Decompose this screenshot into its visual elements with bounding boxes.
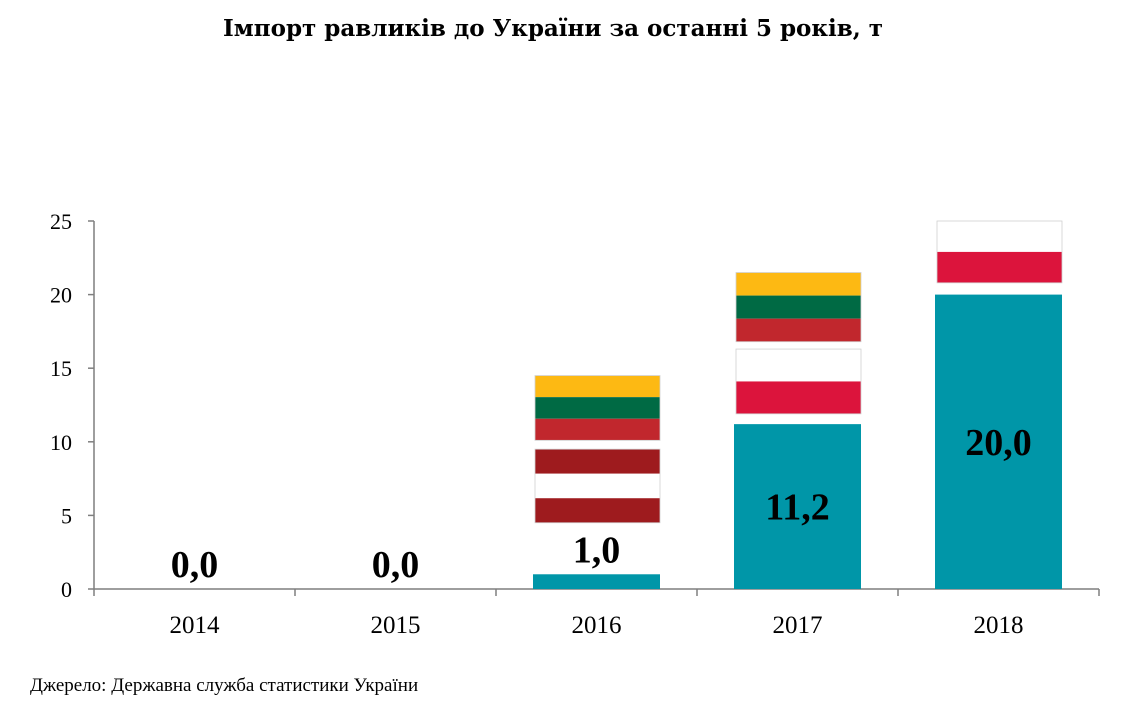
flag-stripe bbox=[535, 375, 660, 398]
flag-stripe bbox=[535, 397, 660, 419]
flag-stripe bbox=[736, 272, 861, 296]
x-tick-label: 2016 bbox=[572, 612, 622, 639]
y-tick-label: 0 bbox=[61, 577, 72, 602]
bar bbox=[935, 294, 1062, 589]
flag-lithuania bbox=[534, 375, 661, 441]
flag-stripe bbox=[736, 295, 861, 319]
x-tick-label: 2015 bbox=[371, 612, 421, 639]
flag-stripe bbox=[736, 349, 861, 382]
chart-axes: 0 5 10 15 20 25 2014 2015 2016 2017 2018 bbox=[50, 209, 1100, 639]
flag-stripe bbox=[535, 449, 660, 474]
flag-border bbox=[936, 220, 1063, 284]
data-label: 1,0 bbox=[573, 529, 621, 571]
flag-stripe bbox=[535, 418, 660, 441]
flag-stripe bbox=[736, 381, 861, 414]
flag-poland bbox=[936, 220, 1063, 284]
y-tick-label: 20 bbox=[50, 283, 72, 308]
flag-stripe bbox=[535, 498, 660, 523]
bars bbox=[533, 294, 1062, 589]
data-label: 20,0 bbox=[965, 422, 1032, 464]
flag-decorations bbox=[534, 220, 1063, 524]
flag-border bbox=[735, 272, 862, 343]
x-tick-label: 2014 bbox=[170, 612, 221, 639]
flag-stripe bbox=[937, 221, 1062, 252]
bar bbox=[533, 574, 660, 589]
flag-stripe bbox=[937, 251, 1062, 283]
flag-border bbox=[534, 375, 661, 441]
x-tick-label: 2017 bbox=[773, 612, 823, 639]
data-label: 0,0 bbox=[372, 544, 420, 586]
data-label: 0,0 bbox=[171, 544, 219, 586]
y-tick-label: 15 bbox=[50, 356, 72, 381]
flag-poland bbox=[735, 348, 862, 415]
bar bbox=[734, 424, 861, 589]
chart-title: Імпорт равликів до України за останні 5 … bbox=[223, 15, 883, 42]
flag-border bbox=[735, 348, 862, 415]
flag-lithuania bbox=[735, 272, 862, 343]
flag-stripe bbox=[736, 318, 861, 342]
flag-stripe bbox=[535, 473, 660, 499]
y-tick-label: 25 bbox=[50, 209, 72, 234]
source-note: Джерело: Державна служба статистики Укра… bbox=[30, 675, 418, 696]
y-tick-label: 5 bbox=[61, 503, 72, 528]
x-tick-label: 2018 bbox=[974, 612, 1024, 639]
flag-border bbox=[534, 448, 661, 524]
value-labels: 0,0 0,0 1,0 11,2 20,0 bbox=[171, 422, 1032, 586]
data-label: 11,2 bbox=[765, 487, 829, 529]
flag-latvia bbox=[534, 448, 661, 524]
y-tick-label: 10 bbox=[50, 430, 72, 455]
